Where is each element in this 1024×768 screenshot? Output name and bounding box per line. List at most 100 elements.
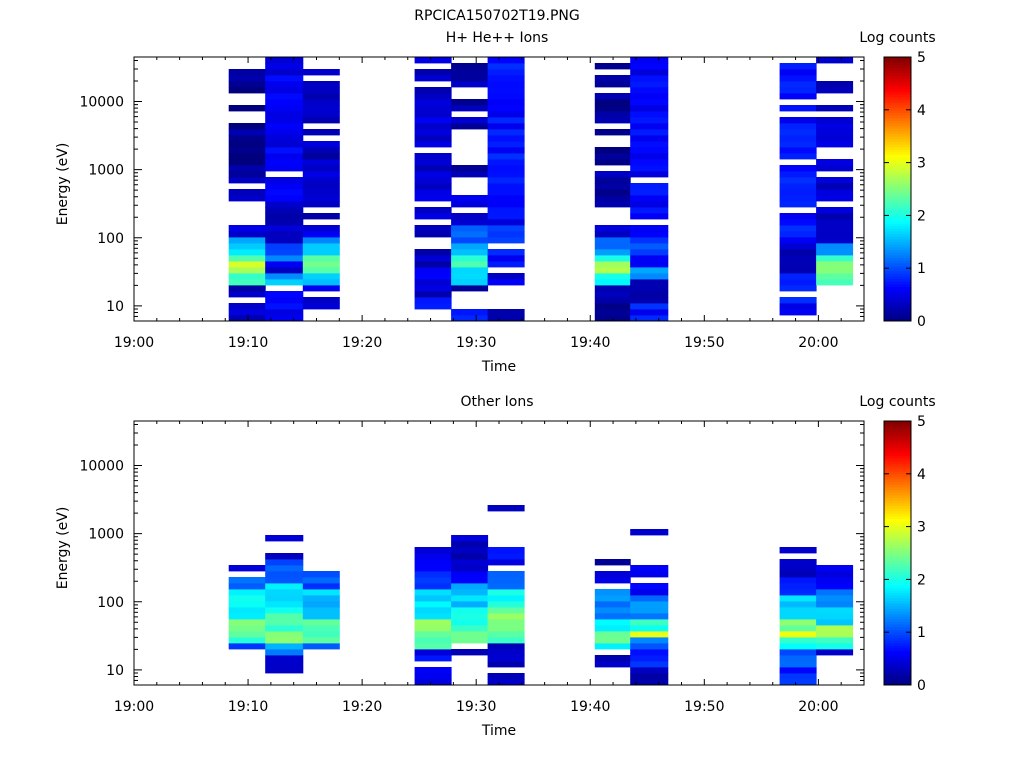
colorbar-segment	[884, 510, 911, 514]
heatmap-cell	[414, 123, 452, 130]
heatmap-cell	[228, 285, 266, 292]
x-tick-label: 19:20	[342, 699, 382, 715]
colorbar-segment	[884, 516, 911, 520]
y-tick-label: 10	[106, 299, 124, 315]
heatmap-cell	[630, 673, 669, 680]
colorbar-label: Log counts	[859, 394, 935, 410]
colorbar-segment	[884, 492, 911, 496]
heatmap-cell	[414, 667, 452, 674]
heatmap-cell	[414, 655, 452, 662]
heatmap-cell	[487, 207, 525, 214]
heatmap-cell	[630, 267, 669, 274]
x-tick-labels: 19:00 19:10 19:20 19:30 19:40 19:50 20:00	[114, 335, 839, 351]
heatmap-cell	[487, 189, 525, 196]
colorbar-segment	[884, 553, 911, 557]
heatmap-cell	[414, 255, 452, 262]
heatmap-cell	[414, 679, 452, 686]
colorbar-segment	[884, 57, 911, 61]
colorbar-segment	[884, 658, 911, 662]
colorbar-segment	[884, 489, 911, 493]
heatmap-cell	[594, 147, 631, 154]
heatmap-cell	[630, 201, 669, 208]
heatmap-cell	[451, 285, 489, 292]
heatmap-cell	[265, 183, 304, 190]
colorbar-segment	[884, 563, 911, 567]
colorbar-segment	[884, 262, 911, 266]
heatmap-cell	[265, 261, 304, 268]
heatmap-cell	[487, 93, 525, 100]
x-tick-label: 19:50	[684, 335, 724, 351]
colorbar-segment	[884, 603, 911, 607]
heatmap-cell	[816, 273, 854, 280]
colorbar-segment	[884, 523, 911, 527]
heatmap-cell	[630, 63, 669, 70]
heatmap-cell	[779, 619, 817, 626]
heatmap-cell	[816, 129, 854, 136]
heatmap-cell	[302, 255, 340, 262]
heatmap-cell	[265, 535, 304, 542]
heatmap-cell	[779, 165, 817, 172]
colorbar-segment	[884, 653, 911, 657]
heatmap-cell	[487, 159, 525, 166]
colorbar-segment	[884, 244, 911, 248]
heatmap-cell	[414, 177, 452, 184]
heatmap-cell	[594, 589, 631, 596]
heatmap-cell	[302, 273, 340, 280]
colorbar-segment	[884, 252, 911, 256]
heatmap-cell	[630, 81, 669, 88]
heatmap-cell	[630, 105, 669, 112]
heatmap-cell	[302, 129, 340, 136]
colorbar-tick-label: 2	[917, 572, 926, 588]
heatmap-cell	[594, 153, 631, 160]
heatmap-cell	[265, 201, 304, 208]
colorbar-segment	[884, 307, 911, 311]
heatmap-cell	[302, 225, 340, 232]
heatmap-cell	[630, 309, 669, 316]
colorbar-segment	[884, 537, 911, 541]
heatmap-cell	[779, 69, 817, 76]
colorbar-segment	[884, 170, 911, 174]
heatmap-cell	[779, 243, 817, 250]
heatmap-cell	[302, 571, 340, 578]
heatmap-cell	[594, 595, 631, 602]
colorbar-segment	[884, 677, 911, 681]
heatmap-cell	[451, 649, 489, 656]
x-tick-label: 20:00	[798, 699, 838, 715]
colorbar-tick-label: 4	[917, 103, 926, 119]
colorbar-segment	[884, 117, 911, 121]
heatmap-cell	[451, 75, 489, 82]
heatmap-cell	[487, 105, 525, 112]
heatmap-cell	[265, 565, 304, 572]
heatmap-cell	[265, 637, 304, 644]
heatmap-cell	[414, 213, 452, 220]
heatmap-cell	[487, 75, 525, 82]
heatmap-cell	[816, 81, 854, 88]
heatmap-cell	[451, 601, 489, 608]
heatmap-cell	[228, 273, 266, 280]
heatmap-cell	[779, 303, 817, 310]
heatmap-cell	[265, 219, 304, 226]
heatmap-cell	[265, 129, 304, 136]
heatmap-cell	[630, 631, 669, 638]
y-axis-label: Energy (eV)	[55, 143, 71, 226]
heatmap-cell	[265, 315, 304, 322]
heatmap-cell	[414, 625, 452, 632]
heatmap-cell	[816, 637, 854, 644]
heatmap-cell	[630, 129, 669, 136]
heatmap-cell	[414, 559, 452, 566]
heatmap-cell	[779, 297, 817, 304]
colorbar-segment	[884, 629, 911, 633]
heatmap-cell	[414, 129, 452, 136]
heatmap-cell	[630, 189, 669, 196]
heatmap-cell	[630, 225, 669, 232]
heatmap-cell	[265, 231, 304, 238]
colorbar-segment	[884, 473, 911, 477]
heatmap-cell	[594, 601, 631, 608]
heatmap-cell	[265, 625, 304, 632]
colorbar-segment	[884, 669, 911, 673]
heatmap-cell	[414, 583, 452, 590]
colorbar-segment	[884, 204, 911, 208]
colorbar-segment	[884, 257, 911, 261]
heatmap-cell	[265, 111, 304, 118]
heatmap-cell	[265, 195, 304, 202]
